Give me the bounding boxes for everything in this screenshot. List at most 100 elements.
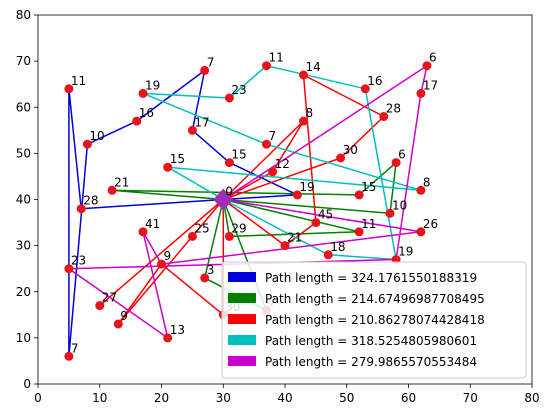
customer-point xyxy=(385,208,395,218)
node-label: 6 xyxy=(398,148,406,162)
node-label: 11 xyxy=(269,51,284,65)
node-label: 15 xyxy=(170,152,185,166)
node-label: 9 xyxy=(120,309,128,323)
node-label: 17 xyxy=(194,115,209,129)
customer-point xyxy=(163,333,173,343)
depot-marker xyxy=(213,188,234,211)
node-label: 19 xyxy=(398,245,413,259)
customer-point xyxy=(292,190,302,200)
y-tick-label: 10 xyxy=(16,331,31,345)
node-label: 26 xyxy=(423,217,438,231)
customer-point xyxy=(187,231,197,241)
node-label: 27 xyxy=(102,291,117,305)
node-label: 10 xyxy=(392,198,407,212)
node-label: 45 xyxy=(318,208,333,222)
node-label: 23 xyxy=(231,83,246,97)
node-label: 8 xyxy=(423,175,431,189)
customer-point xyxy=(163,162,173,172)
customer-point xyxy=(379,112,389,121)
y-tick-label: 70 xyxy=(16,54,31,68)
customer-point xyxy=(262,139,271,149)
customer-point xyxy=(132,116,142,126)
node-label: 11 xyxy=(361,217,376,231)
y-tick-label: 0 xyxy=(23,377,31,391)
legend-swatch xyxy=(228,314,256,324)
node-label: 28 xyxy=(83,194,98,208)
node-label: 13 xyxy=(170,323,185,337)
x-tick-label: 80 xyxy=(524,391,539,405)
y-tick-label: 50 xyxy=(16,146,31,160)
node-label: 3 xyxy=(207,263,215,277)
customer-point xyxy=(200,65,210,75)
customer-point xyxy=(138,227,148,237)
legend-swatch xyxy=(228,272,256,282)
node-label: 30 xyxy=(343,143,358,157)
y-tick-label: 30 xyxy=(16,239,31,253)
node-label: 16 xyxy=(367,74,382,88)
node-label: 23 xyxy=(71,254,86,268)
customer-point xyxy=(336,153,346,163)
legend-swatch xyxy=(228,335,256,345)
legend-label: Path length = 279.9865570553484 xyxy=(265,355,477,369)
x-tick-label: 60 xyxy=(401,391,416,405)
customer-point xyxy=(187,125,197,135)
route-line-2 xyxy=(111,161,397,311)
node-label: 19 xyxy=(299,180,314,194)
legend-box xyxy=(221,261,527,379)
y-tick-label: 20 xyxy=(16,285,31,299)
customer-point xyxy=(354,227,364,237)
x-axis-ticks: 0 10 20 30 40 50 60 70 80 xyxy=(34,384,540,405)
node-label: 12 xyxy=(275,157,290,171)
node-label: 18 xyxy=(330,240,345,254)
node-label: 17 xyxy=(423,78,438,92)
customer-point xyxy=(262,61,271,71)
legend-label: Path length = 324.1761550188319 xyxy=(265,271,477,285)
node-label: 29 xyxy=(231,221,246,235)
customer-point xyxy=(323,250,333,260)
x-tick-label: 40 xyxy=(277,391,292,405)
node-label: 16 xyxy=(139,106,154,120)
customer-point xyxy=(113,319,123,329)
customer-point xyxy=(224,93,234,103)
customer-point xyxy=(64,264,74,274)
node-label: 19 xyxy=(145,78,160,92)
customer-point xyxy=(280,241,290,251)
y-tick-label: 40 xyxy=(16,193,31,207)
node-label: 14 xyxy=(306,60,321,74)
node-label: 7 xyxy=(71,341,79,355)
node-label: 7 xyxy=(269,129,277,143)
customer-point xyxy=(360,84,370,94)
customer-point xyxy=(64,351,74,361)
customer-point xyxy=(299,70,308,80)
customer-point xyxy=(416,88,426,98)
node-label: 41 xyxy=(145,217,160,231)
node-label: 10 xyxy=(89,129,104,143)
legend-swatch xyxy=(228,356,256,366)
customer-point xyxy=(268,167,278,177)
node-label: 11 xyxy=(71,74,86,88)
customer-point xyxy=(354,190,364,200)
customer-point xyxy=(107,185,117,195)
node-label: 15 xyxy=(361,180,376,194)
node-label: 28 xyxy=(386,102,401,116)
x-tick-label: 50 xyxy=(339,391,354,405)
customer-point xyxy=(95,301,105,311)
customer-point xyxy=(299,116,308,126)
depot-label: 0 xyxy=(225,185,233,199)
legend-label: Path length = 318.5254805980601 xyxy=(265,334,477,348)
y-tick-label: 60 xyxy=(16,100,31,114)
node-label: 7 xyxy=(207,55,215,69)
depot-diamond xyxy=(213,188,234,211)
customer-point xyxy=(416,227,426,237)
customer-point xyxy=(224,158,234,168)
legend-swatch xyxy=(228,293,256,303)
legend: Path length = 324.1761550188319 Path leng… xyxy=(221,261,527,379)
customer-point xyxy=(416,185,426,195)
node-label: 21 xyxy=(114,175,129,189)
y-axis-ticks: 0 10 20 30 40 50 60 70 80 xyxy=(16,8,38,391)
node-label: 8 xyxy=(306,106,314,120)
node-label: 6 xyxy=(429,51,437,65)
node-label: 15 xyxy=(231,148,246,162)
customer-point xyxy=(157,259,166,269)
x-tick-label: 30 xyxy=(216,391,231,405)
